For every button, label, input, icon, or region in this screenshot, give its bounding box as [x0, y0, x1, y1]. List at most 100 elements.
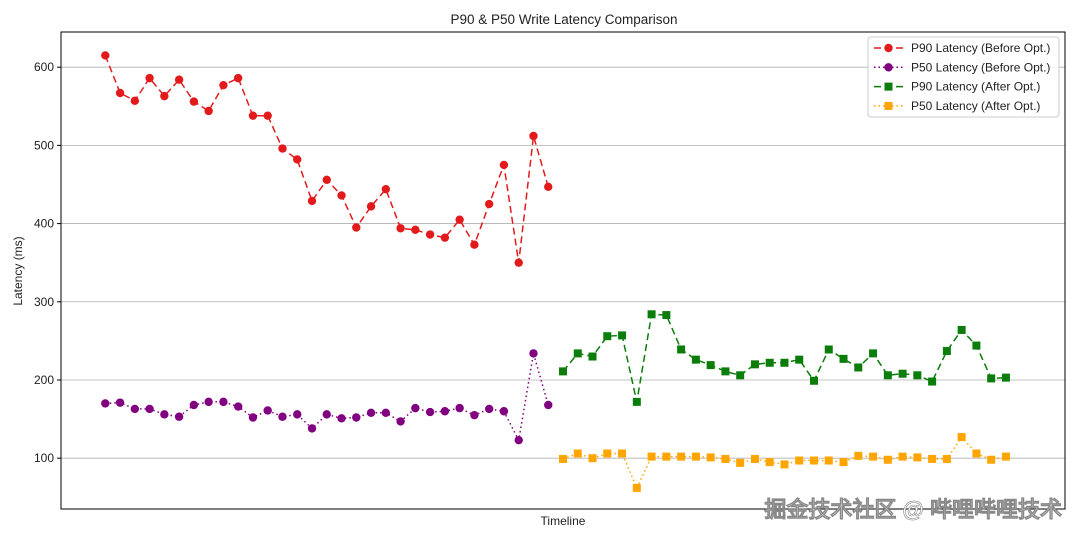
data-point — [824, 345, 833, 354]
data-point — [869, 452, 878, 461]
series-line — [105, 353, 549, 443]
data-point — [618, 449, 627, 458]
data-point — [145, 404, 154, 414]
y-axis-ticks: 100 200 300 400 500 600 — [34, 60, 61, 465]
data-point — [839, 458, 848, 467]
data-point — [425, 230, 435, 239]
data-point — [499, 407, 509, 416]
y-axis-label: Latency (ms) — [11, 236, 25, 305]
data-point — [736, 371, 745, 380]
data-point — [913, 371, 922, 380]
data-point — [115, 398, 125, 407]
data-point — [632, 483, 641, 492]
data-point — [352, 413, 361, 422]
data-point — [1001, 373, 1010, 382]
data-point — [647, 310, 656, 319]
data-point — [411, 225, 420, 235]
y-tick-label: 200 — [34, 373, 54, 387]
data-point — [307, 196, 317, 206]
data-point — [573, 349, 582, 358]
data-point — [440, 407, 450, 416]
data-point — [854, 451, 863, 460]
data-point — [174, 75, 184, 84]
data-point — [352, 223, 361, 232]
series-group — [101, 51, 1010, 492]
series-2 — [559, 310, 1010, 406]
watermark: 掘金技术社区 @ 哔哩哔哩技术 — [764, 497, 1062, 522]
data-point — [514, 258, 523, 267]
data-point — [824, 456, 833, 465]
data-point — [411, 403, 420, 413]
data-point — [366, 202, 376, 211]
data-point — [795, 456, 804, 465]
data-point — [765, 358, 774, 367]
data-point — [883, 455, 892, 464]
data-point — [204, 106, 213, 116]
data-point — [470, 410, 479, 420]
data-point — [987, 374, 996, 383]
series-0 — [101, 51, 553, 267]
data-point — [632, 397, 641, 406]
y-tick-label: 300 — [34, 295, 54, 309]
data-point — [484, 404, 494, 414]
data-point — [544, 182, 553, 192]
data-point — [455, 403, 464, 413]
legend-label: P50 Latency (After Opt.) — [911, 99, 1040, 113]
data-point — [189, 400, 199, 410]
data-point — [293, 155, 302, 164]
data-point — [662, 452, 671, 461]
data-point — [455, 215, 464, 224]
data-point — [706, 453, 715, 462]
data-point — [263, 111, 272, 120]
data-point — [130, 96, 140, 106]
data-point — [337, 414, 346, 423]
data-point — [559, 454, 567, 463]
data-point — [810, 456, 818, 465]
data-point — [588, 352, 597, 361]
data-point — [174, 412, 184, 421]
plot-frame — [60, 31, 1066, 510]
data-point — [736, 458, 745, 467]
data-point — [780, 358, 789, 367]
data-point — [160, 91, 169, 101]
data-point — [484, 199, 494, 209]
data-point — [647, 452, 656, 461]
data-point — [440, 233, 450, 242]
data-point — [898, 369, 907, 378]
data-point — [677, 452, 686, 461]
data-point — [603, 332, 612, 341]
data-point — [307, 424, 317, 433]
data-point — [957, 325, 966, 334]
data-point — [337, 191, 346, 200]
data-point — [115, 88, 125, 98]
data-point — [219, 397, 228, 407]
data-point — [810, 376, 818, 385]
legend: P90 Latency (Before Opt.) P50 Latency (Be… — [867, 36, 1060, 118]
data-point — [839, 354, 848, 363]
data-point — [544, 400, 553, 410]
data-point — [603, 449, 612, 458]
legend-marker — [884, 82, 893, 91]
data-point — [795, 355, 804, 364]
data-point — [425, 407, 435, 417]
data-point — [972, 341, 981, 350]
data-point — [869, 349, 878, 358]
data-point — [396, 224, 405, 233]
data-point — [499, 160, 509, 170]
data-point — [1001, 452, 1010, 461]
series-3 — [559, 433, 1010, 492]
legend-box — [867, 36, 1060, 118]
legend-label: P90 Latency (Before Opt.) — [911, 41, 1050, 55]
data-point — [618, 331, 627, 340]
data-point — [189, 97, 199, 106]
series-line — [104, 55, 549, 263]
data-point — [101, 399, 110, 408]
x-axis-label: Timeline — [541, 514, 586, 528]
data-point — [573, 449, 582, 458]
legend-marker — [884, 43, 893, 53]
y-tick-label: 100 — [34, 451, 54, 465]
data-point — [381, 184, 391, 194]
data-point — [263, 406, 272, 415]
data-point — [913, 453, 922, 462]
